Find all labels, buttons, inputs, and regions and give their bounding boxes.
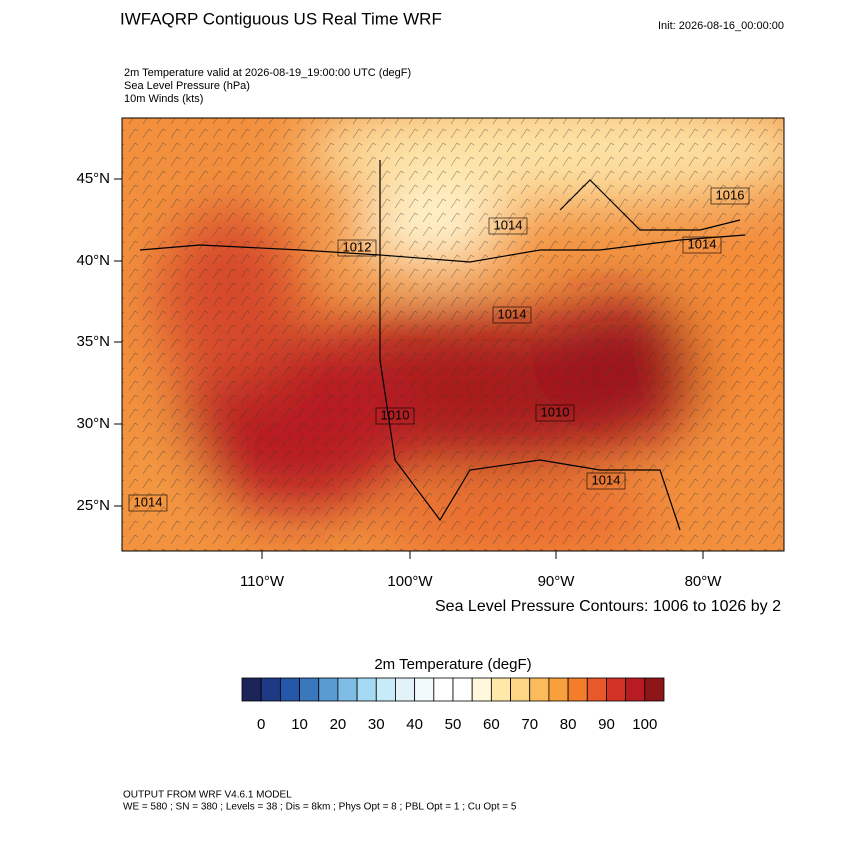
pressure-label-box: [492, 306, 532, 324]
colorbar-swatch: [414, 677, 435, 702]
pressure-label: 1014: [498, 306, 527, 321]
colorbar-swatch: [299, 677, 320, 702]
field-label: 2m Temperature valid at 2026-08-19_19:00…: [124, 67, 411, 79]
pressure-label: 1010: [541, 404, 570, 419]
init-time: Init: 2026-08-16_00:00:00: [658, 20, 784, 32]
colorbar-swatch: [606, 677, 627, 702]
colorbar-tick-label: 70: [521, 716, 538, 733]
colorbar-swatch: [395, 677, 416, 702]
footer-line: OUTPUT FROM WRF V4.6.1 MODEL: [123, 790, 292, 801]
colorbar-swatch: [586, 677, 607, 702]
colorbar-swatch: [356, 677, 377, 702]
colorbar-tick-label: 20: [330, 716, 347, 733]
pressure-label-box: [535, 404, 575, 422]
pressure-label-box: [337, 239, 377, 257]
field-label: Sea Level Pressure (hPa): [124, 80, 250, 92]
lon-label: 110°W: [240, 573, 285, 590]
pressure-label-box: [586, 472, 626, 490]
colorbar-swatch: [318, 677, 339, 702]
colorbar-swatch: [567, 677, 588, 702]
field-label: 10m Winds (kts): [124, 93, 203, 105]
title: IWFAQRP Contiguous US Real Time WRF: [120, 9, 442, 28]
colorbar-tick-label: 90: [598, 716, 615, 733]
colorbar-title: 2m Temperature (degF): [374, 656, 531, 673]
colorbar-tick-label: 80: [560, 716, 577, 733]
colorbar-swatch: [279, 677, 300, 702]
colorbar-swatch: [260, 677, 281, 702]
colorbar-swatch: [337, 677, 358, 702]
colorbar-tick-label: 40: [406, 716, 423, 733]
map-frame: [121, 117, 785, 552]
lat-label: 45°N: [76, 170, 110, 187]
lat-label: 25°N: [76, 497, 110, 514]
colorbar-swatch: [644, 677, 665, 702]
colorbar-swatch: [433, 677, 454, 702]
map-field: [122, 118, 784, 551]
colorbar-tick-label: 0: [257, 716, 265, 733]
lat-label: 35°N: [76, 333, 110, 350]
pressure-label-box: [488, 217, 528, 235]
pressure-label: 1012: [343, 239, 372, 254]
colorbar-tick-label: 100: [632, 716, 657, 733]
colorbar-swatch: [625, 677, 646, 702]
pressure-label-box: [682, 236, 722, 254]
pressure-label-box: [375, 407, 415, 425]
colorbar-swatch: [452, 677, 473, 702]
pressure-label: 1014: [592, 472, 621, 487]
lon-label: 100°W: [387, 573, 433, 590]
colorbar-swatch: [490, 677, 511, 702]
colorbar-tick-label: 10: [291, 716, 308, 733]
lat-label: 40°N: [76, 252, 110, 269]
colorbar-swatch: [510, 677, 531, 702]
colorbar-swatch: [375, 677, 396, 702]
lon-label: 90°W: [538, 573, 576, 590]
pressure-label: 1014: [494, 217, 523, 232]
pressure-label-box: [710, 187, 750, 205]
colorbar-tick-label: 50: [445, 716, 462, 733]
pressure-label: 1010: [381, 407, 410, 422]
pressure-label: 1014: [134, 494, 163, 509]
lon-label: 80°W: [685, 573, 723, 590]
colorbar-swatch: [548, 677, 569, 702]
colorbar-swatch: [241, 677, 262, 702]
pressure-label-box: [128, 494, 168, 512]
lat-label: 30°N: [76, 415, 110, 432]
colorbar-tick-label: 30: [368, 716, 385, 733]
contour-note: Sea Level Pressure Contours: 1006 to 102…: [435, 598, 781, 615]
colorbar-tick-label: 60: [483, 716, 500, 733]
colorbar-swatch: [471, 677, 492, 702]
colorbar-swatch: [529, 677, 550, 702]
pressure-label: 1016: [716, 187, 745, 202]
footer-line: WE = 580 ; SN = 380 ; Levels = 38 ; Dis …: [123, 802, 517, 813]
pressure-label: 1014: [688, 236, 717, 251]
